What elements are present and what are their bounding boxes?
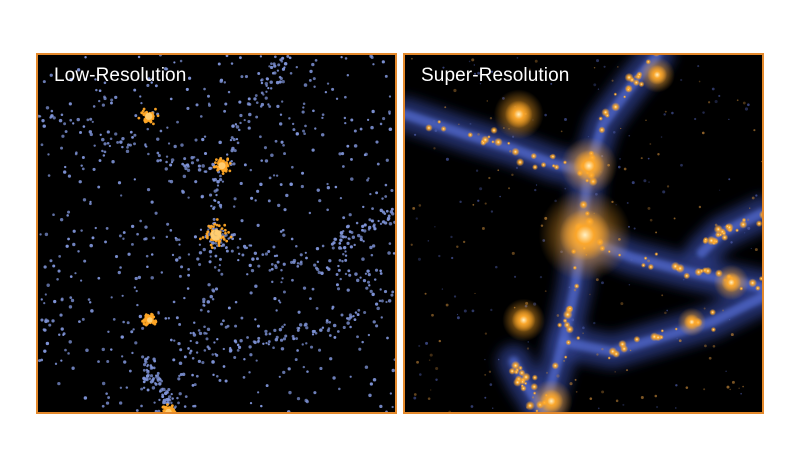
super-resolution-panel: Super-Resolution xyxy=(403,53,764,414)
low-resolution-label: Low-Resolution xyxy=(54,65,187,86)
low-resolution-image xyxy=(38,55,395,412)
super-resolution-label: Super-Resolution xyxy=(421,65,570,86)
super-resolution-image xyxy=(405,55,762,412)
low-resolution-panel: Low-Resolution xyxy=(36,53,397,414)
